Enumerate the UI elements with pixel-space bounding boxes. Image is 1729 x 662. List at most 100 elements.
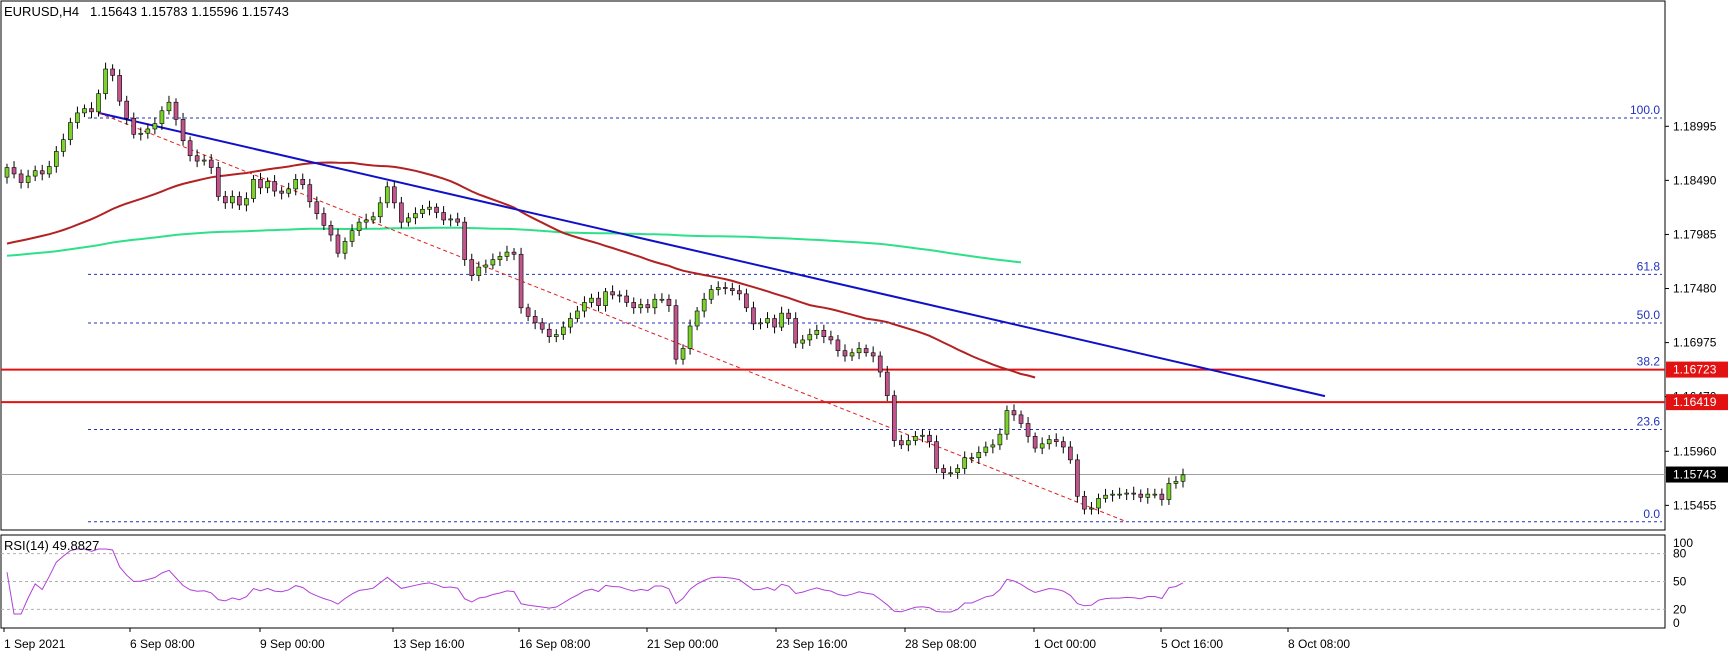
candle-body: [1117, 493, 1122, 496]
fib-level-label: 23.6: [1637, 415, 1661, 429]
candle-body: [575, 310, 580, 319]
rsi-tick-label: 100: [1673, 536, 1693, 550]
candle-body: [913, 436, 918, 441]
candle-body: [687, 325, 693, 349]
candle-body: [631, 302, 637, 309]
rsi-label: RSI(14) 49.8827: [4, 538, 99, 553]
candle-body: [208, 159, 214, 168]
candle-body: [744, 293, 749, 309]
candle-body: [624, 295, 629, 303]
candle-body: [870, 352, 876, 357]
candle-body: [1082, 495, 1087, 510]
candle-body: [1075, 459, 1080, 497]
candle-body: [377, 202, 383, 218]
time-tick-label: 13 Sep 16:00: [393, 637, 465, 651]
candle-body: [680, 348, 686, 360]
candle-body: [1068, 446, 1073, 461]
candle-body: [244, 198, 249, 206]
candle-body: [1110, 493, 1115, 496]
fib-level-label: 100.0: [1630, 103, 1660, 117]
candle-body: [863, 348, 869, 354]
level-price-box: [1666, 361, 1728, 378]
candle-body: [194, 155, 200, 162]
rsi-tick-label: 80: [1673, 547, 1687, 561]
candle-body: [715, 287, 721, 290]
candle-body: [476, 266, 482, 276]
level-price-box: [1666, 394, 1728, 411]
candle-body: [462, 221, 468, 260]
candle-body: [659, 298, 665, 301]
candle-body: [279, 190, 284, 194]
axis-labels: 1.18995 1.18490 1.17985 1.17480 1.16975 1.164…: [3, 119, 1728, 651]
channel-dashed-line: [98, 112, 1127, 523]
fib-level-label: 0.0: [1643, 507, 1660, 521]
candle-body: [539, 322, 545, 330]
candle-body: [406, 217, 411, 223]
candle-body: [842, 350, 848, 357]
candle-body: [561, 326, 566, 335]
candle-body: [856, 348, 862, 354]
candle-body: [772, 318, 777, 328]
candle-body: [891, 395, 897, 441]
candle-body: [568, 318, 573, 328]
candle-body: [1011, 410, 1017, 416]
current-price-box: [1666, 466, 1728, 483]
candle-body: [300, 178, 306, 185]
candle-body: [708, 289, 714, 300]
candle-body: [589, 297, 594, 303]
candle-body: [546, 328, 552, 338]
level-price-label: 1.16419: [1673, 395, 1717, 409]
candle-body: [53, 151, 59, 167]
candle-body: [645, 304, 651, 309]
candle-body: [1103, 494, 1108, 499]
candle-body: [835, 339, 841, 351]
candle-body: [4, 167, 10, 178]
candle-body: [356, 221, 362, 231]
candle-body: [955, 468, 960, 474]
candle-body: [504, 251, 510, 257]
fib-level-label: 38.2: [1637, 355, 1661, 369]
candle-body: [532, 316, 538, 324]
price-tick-label: 1.15455: [1673, 498, 1717, 512]
candle-body: [1166, 483, 1172, 500]
candle-body: [1096, 498, 1101, 509]
time-tick-label: 8 Oct 08:00: [1288, 637, 1350, 651]
candle-body: [96, 93, 101, 113]
candle-body: [1152, 493, 1158, 496]
time-tick-label: 21 Sep 00:00: [647, 637, 719, 651]
time-tick-label: 28 Sep 08:00: [905, 637, 977, 651]
candle-body: [173, 101, 179, 120]
candle-body: [1004, 410, 1010, 435]
candle-body: [392, 186, 397, 204]
candle-body: [413, 213, 418, 219]
candle-body: [427, 206, 432, 210]
candle-body: [265, 181, 270, 189]
candle-body: [11, 167, 17, 175]
candle-body: [1131, 492, 1137, 495]
candle-body: [1180, 474, 1186, 482]
candle-body: [286, 188, 291, 194]
candle-body: [730, 288, 735, 291]
ohlc-readout: 1.15643 1.15783 1.15596 1.15743: [90, 4, 289, 19]
candle-body: [384, 186, 390, 204]
time-tick-label: 1 Oct 00:00: [1034, 637, 1096, 651]
candle-body: [448, 218, 453, 221]
time-tick-label: 6 Sep 08:00: [130, 637, 195, 651]
rsi-panel-frame: [0, 534, 1666, 629]
candle-body: [927, 434, 932, 442]
candle-body: [46, 166, 52, 175]
time-tick-label: 5 Oct 16:00: [1161, 637, 1223, 651]
time-tick-label: 1 Sep 2021: [4, 637, 66, 651]
candle-body: [962, 457, 968, 469]
candle-body: [582, 302, 587, 312]
candle-body: [1060, 441, 1066, 448]
candle-body: [75, 112, 80, 123]
fib-level-label: 50.0: [1637, 308, 1661, 322]
level-price-label: 1.16723: [1673, 363, 1717, 377]
candle-body: [469, 259, 475, 276]
candle-body: [166, 101, 172, 112]
candle-body: [349, 230, 355, 242]
candle-body: [293, 178, 299, 190]
